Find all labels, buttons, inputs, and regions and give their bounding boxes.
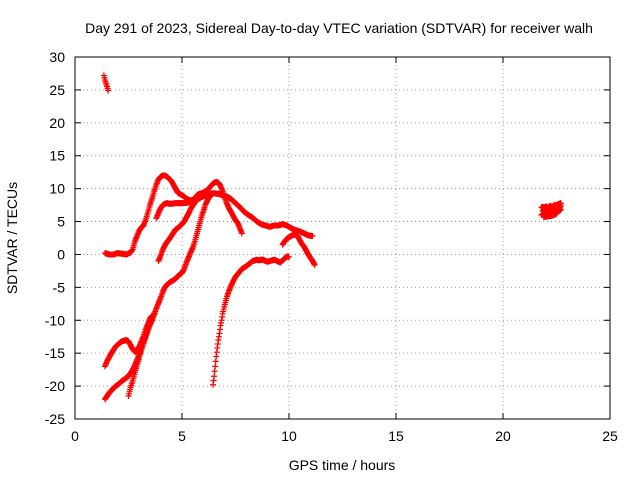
axis-ticks: 0 5 10 15 20 25 -25 -20 -15 -10 -5 0 5 10 15 20 25 30 xyxy=(45,49,618,444)
y-tick-label: -15 xyxy=(45,345,65,361)
y-tick-label: 0 xyxy=(57,246,65,262)
y-tick-label: -10 xyxy=(45,312,65,328)
y-tick-label: 15 xyxy=(49,148,65,164)
series-arc-top xyxy=(100,72,112,94)
data-point-marker xyxy=(557,202,564,209)
data-point-marker xyxy=(309,233,316,240)
series-arc-e xyxy=(101,312,156,370)
series-arc-c xyxy=(155,179,245,265)
x-tick-label: 10 xyxy=(281,428,297,444)
y-tick-label: -25 xyxy=(45,411,65,427)
data-point-marker xyxy=(286,254,292,261)
series-arc-f xyxy=(101,310,158,403)
data-point-marker xyxy=(211,190,218,197)
y-axis-label: SDTVAR / TECUs xyxy=(4,182,20,294)
plot-frame xyxy=(74,56,611,420)
y-tick-label: -5 xyxy=(53,279,66,295)
x-axis-label: GPS time / hours xyxy=(289,457,396,473)
x-tick-label: 5 xyxy=(178,428,186,444)
series-arc-g xyxy=(210,253,292,388)
y-tick-label: 5 xyxy=(57,214,65,230)
series-cluster-22h xyxy=(538,200,564,220)
grid-lines xyxy=(75,57,610,419)
chart-title: Day 291 of 2023, Sidereal Day-to-day VTE… xyxy=(85,20,593,36)
y-tick-label: 20 xyxy=(49,115,65,131)
data-point-marker xyxy=(238,230,245,237)
data-point-marker xyxy=(105,87,112,94)
x-tick-label: 15 xyxy=(388,428,404,444)
y-tick-label: 10 xyxy=(49,181,65,197)
y-tick-label: 30 xyxy=(49,49,65,65)
x-tick-label: 0 xyxy=(71,428,79,444)
y-tick-label: 25 xyxy=(49,82,65,98)
data-points xyxy=(100,72,564,403)
y-tick-label: -20 xyxy=(45,378,65,394)
data-point-marker xyxy=(151,310,158,317)
x-tick-label: 20 xyxy=(495,428,511,444)
data-point-marker xyxy=(311,261,318,268)
series-arc-h xyxy=(279,231,318,268)
x-tick-label: 25 xyxy=(602,428,618,444)
